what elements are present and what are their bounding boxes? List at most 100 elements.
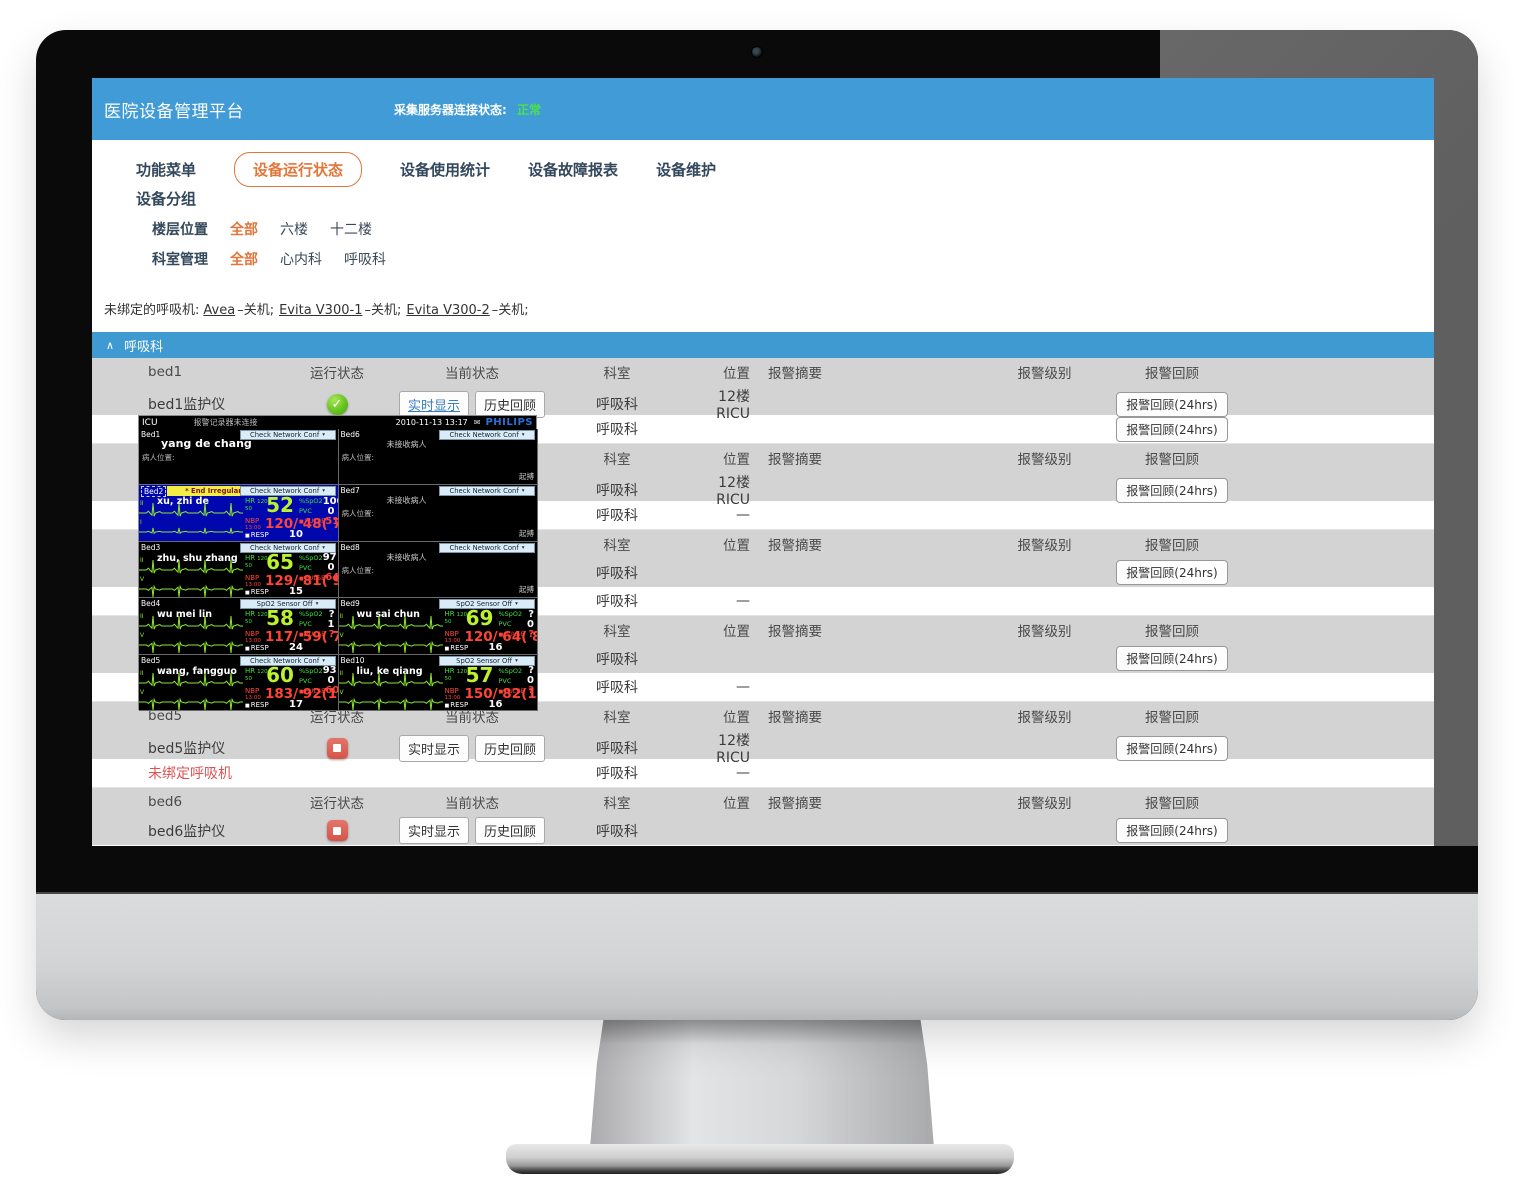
realtime-display-button[interactable]: 实时显示 bbox=[398, 390, 469, 418]
col-current-status: 当前状态 bbox=[445, 710, 499, 726]
tab-2[interactable]: 设备使用统计 bbox=[400, 160, 491, 179]
tile-status-dropdown[interactable]: Check Network Conf ▾ bbox=[439, 486, 535, 497]
col-alarm-level: 报警级别 bbox=[1017, 366, 1072, 382]
realtime-display-button[interactable]: 实时显示 bbox=[398, 734, 469, 762]
pulse-icon: ■ bbox=[299, 519, 304, 526]
ventilator-name: 未绑定呼吸机 bbox=[148, 766, 232, 782]
col-alarm-review: 报警回顾 bbox=[1145, 796, 1199, 812]
col-alarm-summary: 报警摘要 bbox=[768, 366, 822, 382]
pulse-label: ■PULSE bbox=[299, 517, 326, 526]
nbp-time: 13:00 bbox=[245, 581, 261, 588]
monitor-tile-bed8: Bed8 Check Network Conf ▾ 未接收病人 病人位置: 起搏 bbox=[338, 541, 538, 599]
tile-status-dropdown[interactable]: Check Network Conf ▾ bbox=[239, 430, 336, 440]
tile-status-dropdown[interactable]: Check Network Conf ▾ bbox=[439, 542, 535, 553]
ventilator-link[interactable]: Avea bbox=[203, 303, 236, 318]
chevron-down-icon: ▾ bbox=[322, 544, 325, 551]
nbp-label: NBP 13:00 bbox=[245, 686, 261, 701]
tab-1[interactable]: 设备运行状态 bbox=[234, 151, 363, 187]
filter-option[interactable]: 呼吸科 bbox=[344, 252, 386, 268]
spo2-value: ? bbox=[528, 665, 534, 677]
device-status-cell bbox=[282, 737, 392, 759]
resp-icon: ■ bbox=[444, 646, 450, 653]
ecg-lead-label: V bbox=[339, 632, 344, 640]
collapse-icon[interactable]: ∧ bbox=[106, 338, 115, 352]
device-department: 呼吸科 bbox=[596, 483, 638, 499]
filter-option[interactable]: 六楼 bbox=[280, 222, 308, 238]
hr-limit-high: 120 bbox=[257, 612, 268, 619]
filter-row-1: 科室管理 全部 心内科 呼吸科 bbox=[152, 249, 1434, 269]
col-department: 科室 bbox=[603, 366, 631, 382]
col-alarm-level: 报警级别 bbox=[1017, 452, 1072, 468]
history-review-button[interactable]: 历史回顾 bbox=[475, 390, 546, 418]
col-current-status: 当前状态 bbox=[445, 366, 499, 382]
filter-option[interactable]: 全部 bbox=[230, 222, 258, 238]
alarm-review-24hrs-button[interactable]: 报警回顾(24hrs) bbox=[1116, 560, 1228, 585]
ventilator-link[interactable]: Evita V300-2 bbox=[406, 303, 490, 318]
chevron-down-icon: ▾ bbox=[515, 657, 518, 664]
alarm-review-24hrs-button[interactable]: 报警回顾(24hrs) bbox=[1116, 646, 1228, 671]
history-review-button[interactable]: 历史回顾 bbox=[475, 734, 546, 762]
ecg-lead-label: II bbox=[339, 669, 344, 677]
alarm-review-24hrs-button[interactable]: 报警回顾(24hrs) bbox=[1116, 818, 1228, 843]
hr-label-text: HR bbox=[444, 610, 455, 619]
filter-option[interactable]: 十二楼 bbox=[330, 222, 372, 238]
history-review-button[interactable]: 历史回顾 bbox=[475, 817, 546, 844]
resp-value: 10 bbox=[289, 529, 303, 541]
resp-label: ■RESP bbox=[245, 700, 269, 709]
monitor-tile-bed7: Bed7 Check Network Conf ▾ 未接收病人 病人位置: 起搏 bbox=[338, 485, 538, 542]
patient-name: wu sai chun bbox=[356, 609, 420, 621]
tile-status-text: Check Network Conf bbox=[250, 431, 320, 439]
patient-name: wu mei lin bbox=[157, 609, 213, 621]
resp-icon: ■ bbox=[245, 533, 250, 540]
tile-status-dropdown[interactable]: Check Network Conf ▾ bbox=[239, 486, 336, 497]
ventilator-location: — bbox=[736, 765, 750, 781]
col-alarm-review: 报警回顾 bbox=[1145, 624, 1199, 640]
alarm-review-24hrs-button[interactable]: 报警回顾(24hrs) bbox=[1116, 416, 1228, 442]
ventilator-link[interactable]: Evita V300-1 bbox=[279, 303, 363, 318]
device-department: 呼吸科 bbox=[596, 823, 638, 840]
col-location: 位置 bbox=[723, 366, 750, 382]
spo2-value: 93 bbox=[322, 665, 337, 677]
col-alarm-summary: 报警摘要 bbox=[768, 452, 822, 468]
resp-value: 24 bbox=[289, 642, 303, 654]
tile-status-dropdown[interactable]: Check Network Conf ▾ bbox=[239, 542, 336, 553]
no-patient-label: 未接收病人 bbox=[386, 440, 427, 449]
resp-value: 15 bbox=[289, 585, 303, 597]
device-location: 12楼 RICU bbox=[716, 389, 750, 422]
server-status-value: 正常 bbox=[517, 102, 542, 117]
tile-status-dropdown[interactable]: SpO2 Sensor Off ▾ bbox=[439, 599, 535, 610]
tile-status-dropdown[interactable]: Check Network Conf ▾ bbox=[439, 430, 535, 440]
device-alarm-review: 报警回顾(24hrs) bbox=[1097, 391, 1247, 417]
bed-label: Bed9 bbox=[340, 599, 360, 609]
patient-location-label: 病人位置: bbox=[341, 565, 375, 575]
hr-value: 57 bbox=[465, 662, 494, 687]
tile-status-dropdown[interactable]: SpO2 Sensor Off ▾ bbox=[439, 655, 535, 666]
alarm-review-24hrs-button[interactable]: 报警回顾(24hrs) bbox=[1116, 735, 1228, 761]
tile-status-dropdown[interactable]: Check Network Conf ▾ bbox=[239, 655, 336, 666]
pulse-label: ■PULSE bbox=[498, 686, 525, 695]
pulse-icon: ■ bbox=[498, 688, 504, 695]
col-department: 科室 bbox=[603, 538, 631, 554]
pvc-label: PVC bbox=[498, 620, 512, 629]
nbp-label: NBP 13:00 bbox=[245, 573, 261, 588]
alarm-review-24hrs-button[interactable]: 报警回顾(24hrs) bbox=[1116, 477, 1228, 503]
section-bar-respiratory: ∧ 呼吸科 bbox=[92, 332, 1434, 358]
col-alarm-review: 报警回顾 bbox=[1145, 538, 1199, 554]
device-name: bed1监护仪 bbox=[148, 397, 226, 413]
realtime-display-button[interactable]: 实时显示 bbox=[398, 817, 469, 844]
tab-4[interactable]: 设备维护 bbox=[656, 160, 717, 179]
device-actions: 实时显示 历史回顾 bbox=[392, 390, 552, 418]
filter-option[interactable]: 全部 bbox=[230, 252, 258, 268]
alarm-review-24hrs-button[interactable]: 报警回顾(24hrs) bbox=[1116, 391, 1228, 417]
filter-option[interactable]: 心内科 bbox=[280, 252, 322, 268]
tile-status-dropdown[interactable]: SpO2 Sensor Off ▾ bbox=[239, 599, 336, 610]
tab-0[interactable]: 功能菜单 bbox=[136, 160, 197, 179]
device-department: 呼吸科 bbox=[596, 565, 638, 582]
tab-3[interactable]: 设备故障报表 bbox=[528, 160, 619, 179]
patient-name: liu, ke qiang bbox=[356, 665, 423, 677]
pulse-label: ■PULSE bbox=[299, 686, 326, 695]
nbp-value: 129/ 81( 95) bbox=[265, 572, 338, 589]
col-department: 科室 bbox=[603, 710, 631, 726]
unbound-ventilators-line: 未绑定的呼吸机: Avea –关机; Evita V300-1 –关机; Evita V3… bbox=[104, 299, 1434, 318]
pvc-label: PVC bbox=[299, 620, 312, 629]
